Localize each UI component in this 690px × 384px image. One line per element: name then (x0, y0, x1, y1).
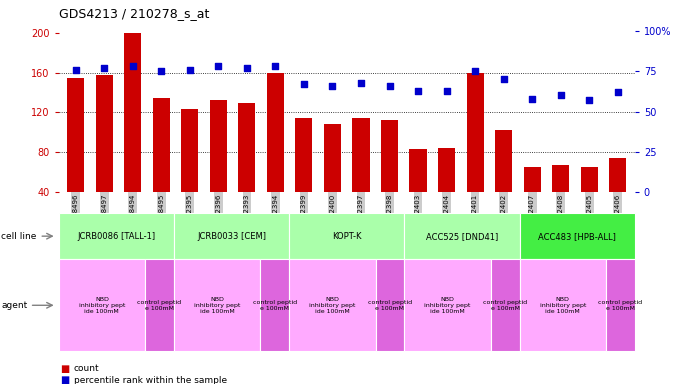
Text: NBD
inhibitory pept
ide 100mM: NBD inhibitory pept ide 100mM (424, 297, 471, 314)
Point (498, 76, 509, 83)
Point (327, 83, 338, 89)
Text: agent: agent (1, 301, 28, 310)
Text: percentile rank within the sample: percentile rank within the sample (74, 376, 227, 384)
Point (70, 67, 81, 73)
Point (555, 93, 566, 99)
Text: NBD
inhibitory pept
ide 100mM: NBD inhibitory pept ide 100mM (540, 297, 586, 314)
Text: JCRB0033 [CEM]: JCRB0033 [CEM] (197, 232, 266, 241)
Text: control peptid
e 100mM: control peptid e 100mM (137, 300, 181, 311)
Bar (495, 131, 512, 232)
Bar (181, 109, 199, 232)
Bar (210, 99, 227, 232)
Bar (466, 73, 484, 232)
Text: NBD
inhibitory pept
ide 100mM: NBD inhibitory pept ide 100mM (194, 297, 240, 314)
Text: ■: ■ (60, 375, 69, 384)
Point (298, 81, 309, 87)
Text: KOPT-K: KOPT-K (332, 232, 362, 241)
Bar (438, 148, 455, 232)
Text: ACC483 [HPB-ALL]: ACC483 [HPB-ALL] (538, 232, 616, 241)
Point (441, 88, 452, 94)
Text: count: count (74, 364, 99, 373)
Point (384, 83, 395, 89)
Bar (67, 78, 84, 232)
Text: ■: ■ (60, 364, 69, 374)
Bar (124, 33, 141, 232)
Bar (381, 121, 398, 232)
Point (413, 88, 424, 94)
Point (241, 65, 253, 71)
Point (612, 89, 623, 95)
Text: JCRB0086 [TALL-1]: JCRB0086 [TALL-1] (77, 232, 155, 241)
Bar (580, 167, 598, 232)
Text: ACC525 [DND41]: ACC525 [DND41] (426, 232, 498, 241)
Bar (238, 103, 255, 232)
Bar (295, 118, 313, 232)
Text: NBD
inhibitory pept
ide 100mM: NBD inhibitory pept ide 100mM (79, 297, 125, 314)
Bar (409, 149, 426, 232)
Point (213, 63, 224, 70)
Text: control peptid
e 100mM: control peptid e 100mM (253, 300, 297, 311)
Point (99, 65, 110, 71)
Text: NBD
inhibitory pept
ide 100mM: NBD inhibitory pept ide 100mM (309, 297, 355, 314)
Bar (267, 73, 284, 232)
Bar (152, 98, 170, 232)
Point (270, 63, 281, 70)
Bar (324, 124, 341, 232)
Bar (552, 165, 569, 232)
Bar (96, 75, 113, 232)
Text: control peptid
e 100mM: control peptid e 100mM (368, 300, 412, 311)
Point (526, 96, 538, 102)
Point (584, 97, 595, 103)
Point (127, 63, 138, 70)
Point (470, 68, 481, 74)
Point (156, 68, 167, 74)
Point (184, 67, 195, 73)
Text: control peptid
e 100mM: control peptid e 100mM (598, 300, 642, 311)
Text: control peptid
e 100mM: control peptid e 100mM (483, 300, 527, 311)
Text: GDS4213 / 210278_s_at: GDS4213 / 210278_s_at (59, 7, 209, 20)
Text: cell line: cell line (1, 232, 37, 241)
Bar (524, 167, 541, 232)
Bar (353, 118, 370, 232)
Bar (609, 158, 627, 232)
Point (355, 79, 366, 86)
